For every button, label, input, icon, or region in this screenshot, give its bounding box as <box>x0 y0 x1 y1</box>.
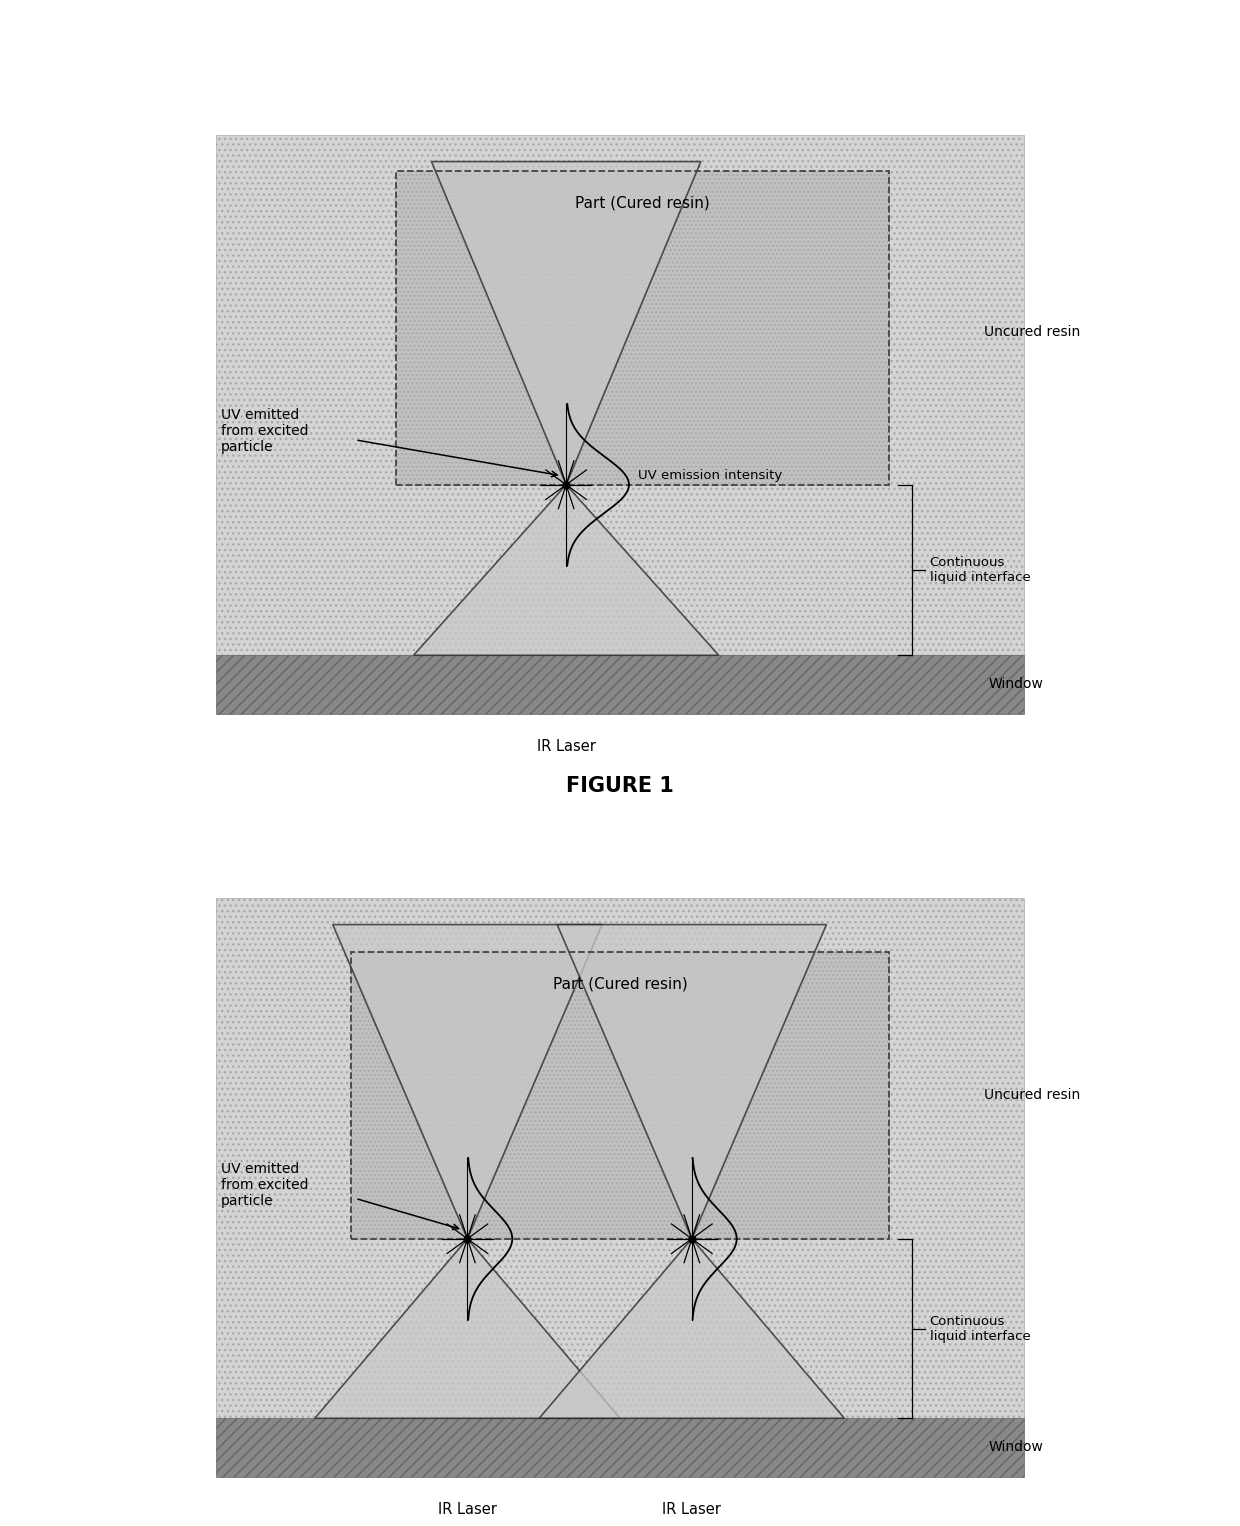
Text: UV emitted
from excited
particle: UV emitted from excited particle <box>221 1161 308 1209</box>
Bar <box>396 171 889 485</box>
Text: Window: Window <box>988 1441 1043 1454</box>
Polygon shape <box>315 1239 620 1418</box>
Text: Part (Cured resin): Part (Cured resin) <box>553 977 687 992</box>
Polygon shape <box>557 925 826 1239</box>
Text: IR Laser: IR Laser <box>537 739 595 754</box>
Text: UV emitted
from excited
particle: UV emitted from excited particle <box>221 407 308 455</box>
Polygon shape <box>432 162 701 485</box>
Text: Uncured resin: Uncured resin <box>983 1088 1080 1102</box>
Text: Uncured resin: Uncured resin <box>983 325 1080 339</box>
Polygon shape <box>414 485 719 655</box>
Text: Part (Cured resin): Part (Cured resin) <box>575 195 709 211</box>
Text: IR Laser: IR Laser <box>662 1502 722 1517</box>
Bar <box>216 134 1024 655</box>
Bar <box>216 897 1024 1418</box>
Bar <box>216 1418 1024 1477</box>
Text: Window: Window <box>988 678 1043 691</box>
Bar <box>351 952 889 1239</box>
Text: FIGURE 1: FIGURE 1 <box>567 777 673 797</box>
Text: IR Laser: IR Laser <box>438 1502 497 1517</box>
Text: UV emission intensity: UV emission intensity <box>637 470 782 482</box>
Bar <box>216 655 1024 714</box>
Text: Continuous
liquid interface: Continuous liquid interface <box>930 555 1030 584</box>
Bar <box>351 952 889 1239</box>
Text: Continuous
liquid interface: Continuous liquid interface <box>930 1314 1030 1343</box>
Polygon shape <box>332 925 603 1239</box>
Bar <box>396 171 889 485</box>
Polygon shape <box>539 1239 844 1418</box>
